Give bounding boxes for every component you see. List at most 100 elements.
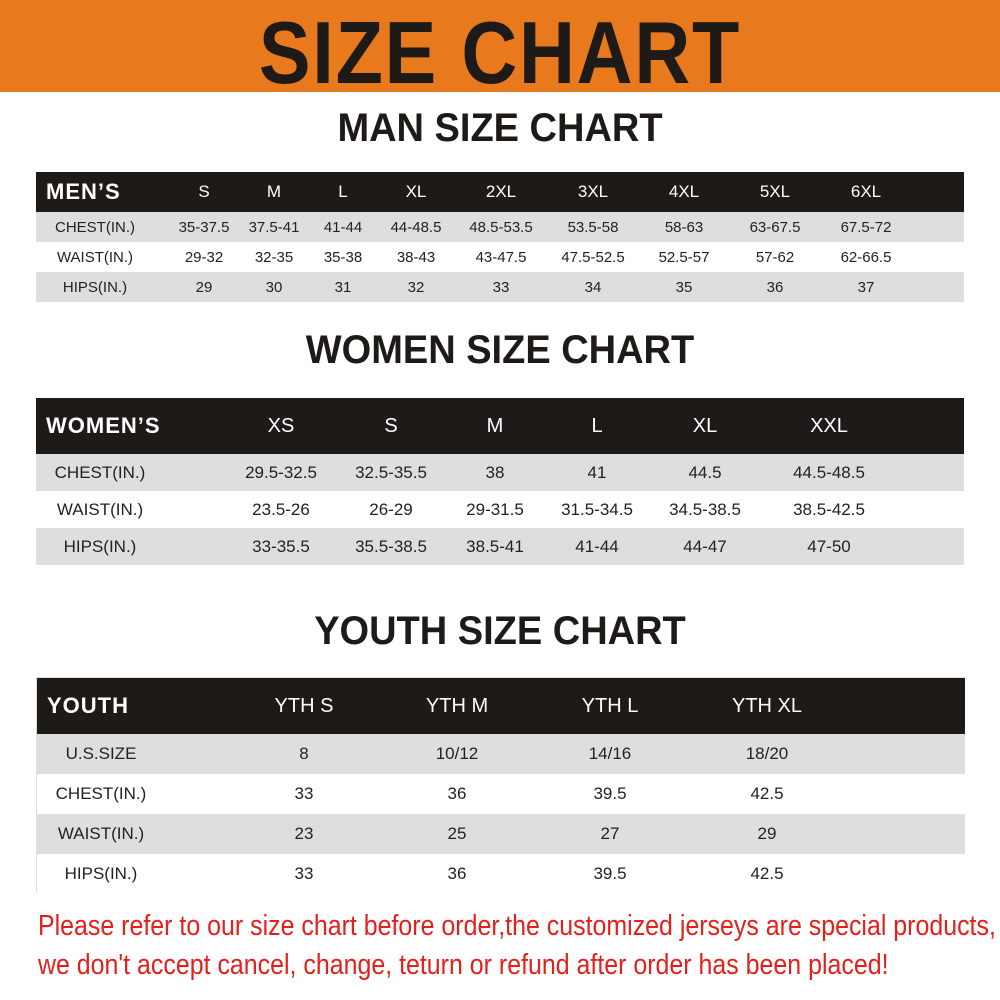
table-cell: 33 bbox=[294, 784, 314, 803]
table-cell: 34.5-38.5 bbox=[669, 499, 741, 519]
table-row: CHEST(IN.) 29.5-32.5 32.5-35.5 38 41 44.5 44.5… bbox=[36, 454, 964, 491]
table-cell: 26-29 bbox=[369, 499, 413, 519]
table-title-cell: WOMEN’S bbox=[46, 413, 161, 438]
table-cell: 42.5 bbox=[750, 864, 784, 883]
table-cell: 41-44 bbox=[323, 218, 363, 236]
size-header-cell: M bbox=[266, 182, 282, 201]
banner-title: SIZE CHART bbox=[258, 3, 742, 102]
table-row: WAIST(IN.) 23.5-26 26-29 29-31.5 31.5-34.5 34… bbox=[36, 491, 964, 528]
table-cell: 35.5-38.5 bbox=[355, 536, 427, 556]
youth-header-row: YOUTH YTH S YTH M YTH L YTH XL bbox=[37, 678, 965, 734]
size-header-cell: XL bbox=[405, 182, 427, 201]
table-cell: 37.5-41 bbox=[248, 218, 300, 236]
banner: SIZE CHART bbox=[0, 0, 1000, 102]
size-header-cell: XL bbox=[692, 414, 718, 437]
size-header-cell: 6XL bbox=[850, 182, 882, 201]
table-cell: 35 bbox=[675, 278, 693, 296]
men-size-table: MEN’S S M L XL 2XL 3XL 4XL 5XL 6XL CHEST(IN.) 35-37… bbox=[36, 172, 964, 302]
table-cell: 30 bbox=[265, 278, 283, 296]
table-cell: 41-44 bbox=[575, 536, 619, 556]
measurement-label: HIPS(IN.) bbox=[64, 864, 138, 883]
table-cell: 63-67.5 bbox=[749, 218, 801, 236]
table-cell: 44.5 bbox=[688, 462, 722, 482]
table-cell: 36 bbox=[766, 278, 784, 296]
size-header-cell: YTH M bbox=[425, 694, 489, 717]
table-row: HIPS(IN.) 33 36 39.5 42.5 bbox=[37, 854, 965, 894]
table-row: U.S.SIZE 8 10/12 14/16 18/20 bbox=[37, 734, 965, 774]
table-title-cell: MEN’S bbox=[46, 179, 121, 204]
table-cell: 33 bbox=[294, 864, 314, 883]
table-cell: 36 bbox=[447, 784, 467, 803]
measurement-label: WAIST(IN.) bbox=[56, 499, 144, 519]
table-row: CHEST(IN.) 33 36 39.5 42.5 bbox=[37, 774, 965, 814]
table-cell: 36 bbox=[447, 864, 467, 883]
table-cell: 14/16 bbox=[588, 744, 632, 763]
table-cell: 32-35 bbox=[254, 248, 294, 266]
table-row: WAIST(IN.) 23 25 27 29 bbox=[37, 814, 965, 854]
table-cell: 44.5-48.5 bbox=[793, 462, 865, 482]
notice-line-1: Please refer to our size chart before or… bbox=[38, 910, 996, 942]
measurement-label: WAIST(IN.) bbox=[57, 824, 145, 843]
table-cell: 34 bbox=[584, 278, 602, 296]
size-header-cell: 3XL bbox=[577, 182, 609, 201]
measurement-label: CHEST(IN.) bbox=[54, 462, 146, 482]
table-cell: 62-66.5 bbox=[840, 248, 892, 266]
table-cell: 37 bbox=[857, 278, 875, 296]
size-header-cell: YTH XL bbox=[731, 694, 803, 717]
table-row: HIPS(IN.) 33-35.5 35.5-38.5 38.5-41 41-44 44-… bbox=[36, 528, 964, 565]
table-cell: 47.5-52.5 bbox=[561, 248, 625, 266]
table-cell: 53.5-58 bbox=[567, 218, 619, 236]
table-cell: 27 bbox=[600, 824, 620, 843]
table-cell: 31.5-34.5 bbox=[561, 499, 633, 519]
measurement-label: U.S.SIZE bbox=[65, 744, 137, 763]
size-header-cell: L bbox=[591, 414, 603, 437]
table-cell: 32 bbox=[407, 278, 425, 296]
size-header-cell: 4XL bbox=[668, 182, 700, 201]
table-cell: 35-38 bbox=[323, 248, 363, 266]
table-cell: 42.5 bbox=[750, 784, 784, 803]
table-cell: 38.5-41 bbox=[466, 536, 524, 556]
youth-size-table: YOUTH YTH S YTH M YTH L YTH XL U.S.SIZE 8 10/12… bbox=[36, 677, 965, 894]
size-header-cell: L bbox=[338, 182, 348, 201]
table-cell: 39.5 bbox=[593, 784, 627, 803]
size-header-cell: 2XL bbox=[485, 182, 517, 201]
table-cell: 29 bbox=[195, 278, 213, 296]
size-header-cell: M bbox=[486, 414, 504, 437]
measurement-label: WAIST(IN.) bbox=[56, 248, 134, 266]
table-cell: 67.5-72 bbox=[840, 218, 892, 236]
table-cell: 38.5-42.5 bbox=[793, 499, 865, 519]
size-header-cell: 5XL bbox=[759, 182, 791, 201]
measurement-label: CHEST(IN.) bbox=[55, 784, 147, 803]
table-cell: 31 bbox=[334, 278, 352, 296]
table-cell: 29-31.5 bbox=[466, 499, 524, 519]
table-cell: 52.5-57 bbox=[658, 248, 710, 266]
women-header-row: WOMEN’S XS S M L XL XXL bbox=[36, 398, 964, 454]
men-header-row: MEN’S S M L XL 2XL 3XL 4XL 5XL 6XL bbox=[36, 172, 964, 212]
table-cell: 23 bbox=[294, 824, 314, 843]
table-cell: 29 bbox=[757, 824, 777, 843]
table-cell: 38 bbox=[485, 462, 505, 482]
men-section-title: MAN SIZE CHART bbox=[337, 106, 663, 150]
table-cell: 47-50 bbox=[807, 536, 851, 556]
table-cell: 57-62 bbox=[755, 248, 795, 266]
table-cell: 48.5-53.5 bbox=[469, 218, 533, 236]
table-cell: 32.5-35.5 bbox=[355, 462, 427, 482]
table-cell: 29.5-32.5 bbox=[245, 462, 317, 482]
table-cell: 33-35.5 bbox=[252, 536, 310, 556]
table-row: HIPS(IN.) 29 30 31 32 33 34 35 36 37 bbox=[36, 272, 964, 302]
size-header-cell: YTH S bbox=[274, 694, 334, 717]
table-cell: 8 bbox=[299, 744, 309, 763]
table-row: WAIST(IN.) 29-32 32-35 35-38 38-43 43-47.5 47.… bbox=[36, 242, 964, 272]
measurement-label: HIPS(IN.) bbox=[63, 536, 137, 556]
size-header-cell: S bbox=[384, 414, 398, 437]
women-size-table: WOMEN’S XS S M L XL XXL CHEST(IN.) 29.5-32.5 32.5… bbox=[36, 398, 964, 566]
table-row: CHEST(IN.) 35-37.5 37.5-41 41-44 44-48.5 48.5… bbox=[36, 212, 964, 242]
youth-section-title: YOUTH SIZE CHART bbox=[314, 609, 686, 653]
table-cell: 29-32 bbox=[184, 248, 224, 266]
table-cell: 58-63 bbox=[664, 218, 704, 236]
table-cell: 44-47 bbox=[683, 536, 727, 556]
table-cell: 41 bbox=[587, 462, 607, 482]
table-cell: 39.5 bbox=[593, 864, 627, 883]
size-header-cell: XXL bbox=[810, 414, 848, 437]
size-header-cell: S bbox=[198, 182, 210, 201]
